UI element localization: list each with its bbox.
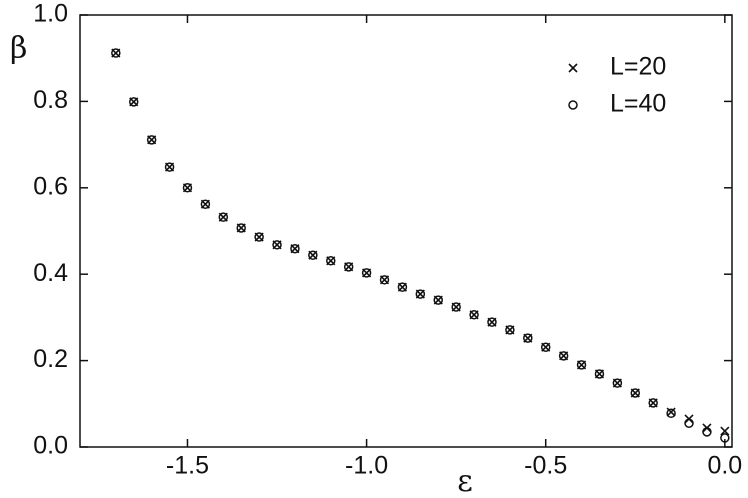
marker-ring (200, 199, 211, 209)
marker-ring (451, 302, 461, 312)
marker-ring (290, 243, 300, 254)
point (308, 250, 318, 260)
marker-ring (236, 223, 246, 233)
point (523, 333, 533, 343)
marker-ring (164, 162, 175, 172)
x-axis-label: ε (457, 464, 473, 498)
marker-ring (558, 351, 569, 361)
x-tick-label: 0.0 (707, 452, 742, 480)
point (720, 426, 730, 436)
marker-ring (433, 295, 443, 305)
x-tick-label: -0.5 (524, 452, 567, 480)
point (200, 199, 211, 209)
point (540, 342, 551, 352)
point (630, 388, 641, 398)
point (326, 256, 336, 266)
y-tick-label: 0.4 (33, 259, 68, 287)
x-tick-label: -1.0 (345, 452, 388, 480)
point (612, 378, 623, 388)
marker-ring (415, 289, 426, 299)
marker-ring (397, 282, 408, 292)
point (111, 48, 121, 58)
point (702, 427, 712, 437)
marker-ring (720, 433, 730, 443)
point (558, 351, 569, 361)
y-axis-label: β (10, 31, 27, 66)
y-tick-label: 0.6 (33, 172, 68, 200)
legend-marker (568, 100, 578, 110)
marker-ring (182, 183, 193, 193)
point (433, 295, 443, 305)
marker-ring (666, 408, 676, 419)
marker-ring (326, 256, 336, 266)
marker-ring (308, 250, 318, 260)
point (397, 282, 408, 292)
marker-ring (594, 369, 605, 379)
point (666, 408, 676, 419)
point (182, 183, 193, 193)
marker-ring (630, 388, 641, 398)
point (684, 418, 694, 428)
point (272, 240, 282, 250)
marker-stroke (720, 426, 730, 436)
y-tick-label: 0.2 (33, 345, 68, 373)
point (648, 398, 658, 408)
marker-ring (361, 268, 372, 278)
marker-ring (272, 240, 282, 250)
point (505, 325, 515, 335)
point (666, 407, 676, 417)
y-tick-label: 0.0 (33, 432, 68, 460)
point (128, 97, 139, 107)
marker-ring (379, 275, 390, 285)
marker-ring (218, 212, 229, 222)
marker-ring (505, 325, 515, 335)
point (576, 360, 587, 370)
legend-marker (568, 63, 578, 73)
marker-ring (146, 135, 157, 145)
legend-label: L=40 (610, 90, 666, 118)
point (487, 317, 497, 327)
plot-frame (79, 14, 733, 448)
marker-ring (128, 97, 139, 107)
marker-ring (523, 333, 533, 343)
marker-ring (540, 342, 551, 352)
point (236, 223, 246, 233)
marker-ring (487, 317, 497, 327)
point (451, 302, 461, 312)
marker-ring (684, 418, 694, 428)
point (594, 369, 605, 379)
point (146, 135, 157, 145)
point (164, 162, 175, 172)
marker-ring (568, 100, 578, 110)
marker-ring (469, 310, 479, 320)
marker-ring (111, 48, 121, 58)
point (379, 275, 390, 285)
marker-stroke (666, 407, 676, 417)
point (720, 433, 730, 443)
marker-ring (648, 398, 658, 408)
marker-stroke (568, 63, 578, 73)
marker-ring (702, 427, 712, 437)
y-tick-label: 1.0 (33, 0, 68, 28)
marker-ring (254, 232, 264, 242)
point (361, 268, 372, 278)
point (469, 310, 479, 320)
point (254, 232, 264, 242)
point (290, 243, 300, 254)
marker-ring (576, 360, 587, 370)
y-tick-label: 0.8 (33, 86, 68, 114)
point (218, 212, 229, 222)
marker-ring (343, 262, 354, 272)
point (415, 289, 426, 299)
marker-ring (612, 378, 623, 388)
point (343, 262, 354, 272)
x-tick-label: -1.5 (166, 452, 209, 480)
legend-label: L=20 (610, 53, 666, 81)
